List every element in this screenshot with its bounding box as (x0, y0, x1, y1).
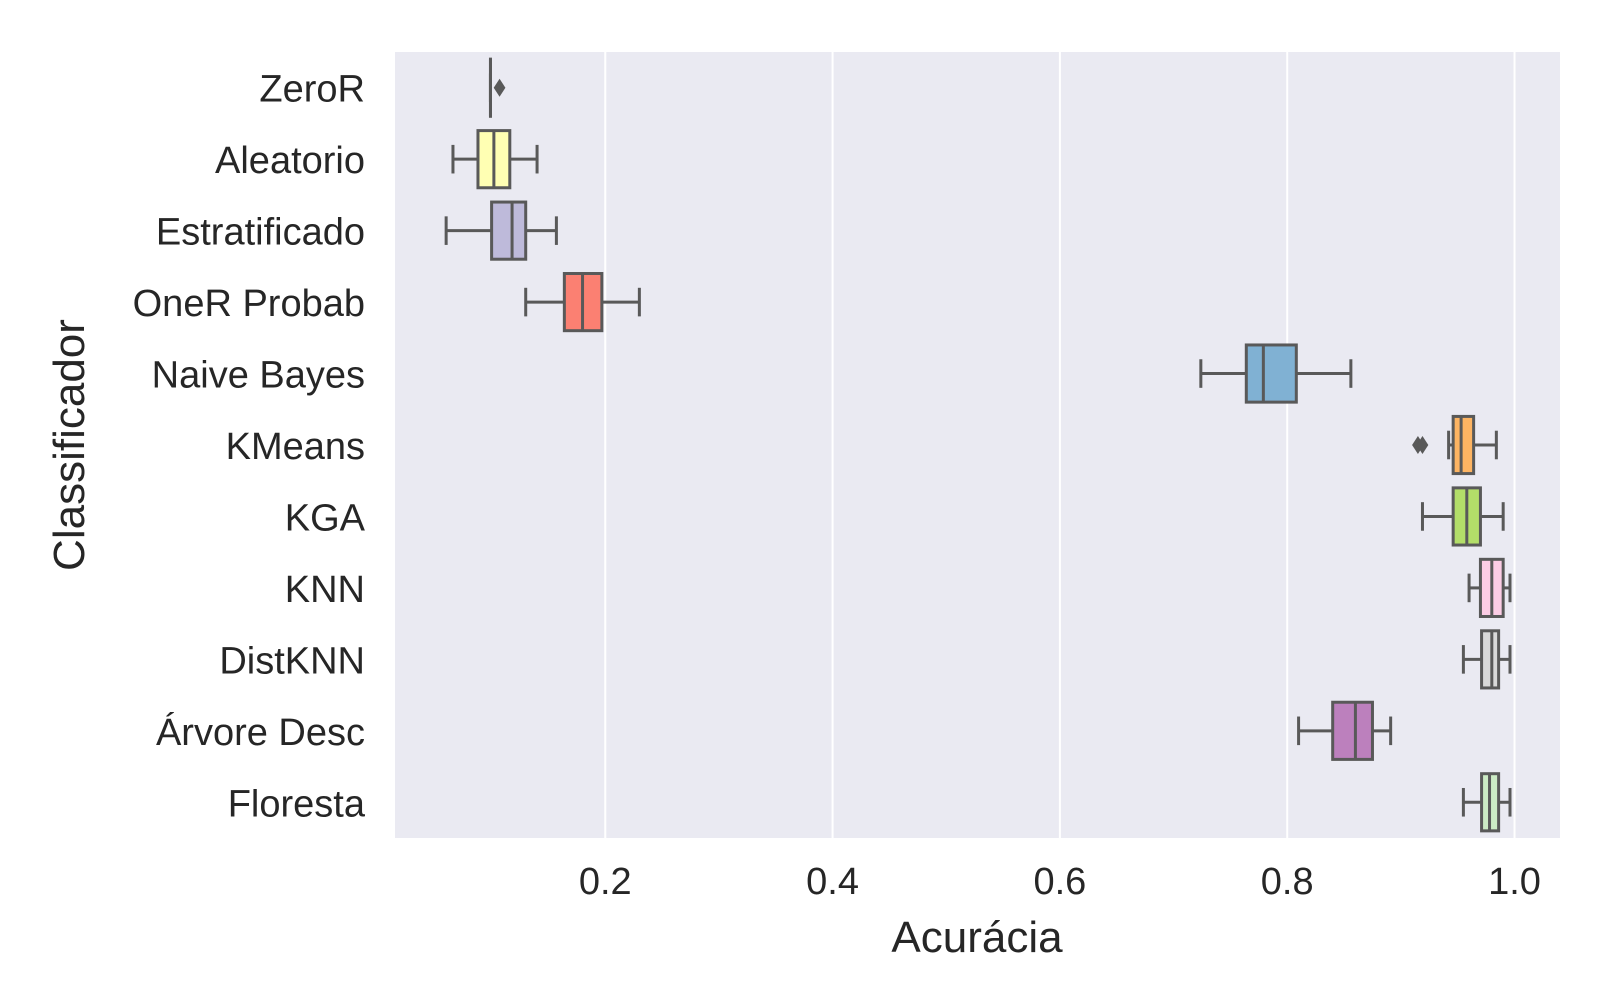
y-tick-label: KMeans (226, 426, 365, 468)
y-tick-label: Árvore Desc (156, 711, 365, 754)
x-tick-labels: 0.2 0.4 0.6 0.8 1.0 (579, 861, 1541, 903)
box-iqr (1331, 700, 1374, 761)
box-1 (451, 129, 539, 190)
plot-background (395, 52, 1560, 838)
y-tick-label: Estratificado (156, 212, 365, 254)
y-axis-label: Classificador (45, 319, 94, 571)
y-tick-label: KGA (285, 497, 366, 539)
y-tick-label: ZeroR (259, 69, 365, 111)
y-tick-label: OneR Probab (133, 283, 365, 325)
box-iqr (1451, 414, 1476, 476)
box-3 (524, 272, 641, 333)
y-tick-label: Naive Bayes (152, 355, 365, 397)
box-iqr (1244, 343, 1298, 404)
box-6 (1420, 486, 1505, 547)
gridlines (604, 52, 1516, 838)
box-8 (1461, 629, 1512, 690)
box-9 (1297, 700, 1393, 761)
box-10 (1461, 772, 1512, 833)
x-tick-label: 0.6 (1033, 861, 1086, 903)
box-7 (1467, 557, 1512, 618)
x-tick-label: 0.8 (1261, 861, 1314, 903)
x-tick-label: 0.2 (579, 861, 632, 903)
y-tick-label: Aleatorio (215, 140, 365, 182)
y-tick-label: Floresta (228, 783, 366, 825)
box-0 (488, 57, 506, 118)
x-axis-label: Acurácia (891, 913, 1063, 962)
y-tick-labels: ZeroR Aleatorio Estratificado OneR Probab Na… (133, 69, 366, 826)
outlier-point (1416, 436, 1429, 454)
y-tick-label: KNN (285, 569, 365, 611)
boxes (444, 57, 1512, 833)
box-2 (444, 200, 558, 261)
x-tick-label: 0.4 (806, 861, 859, 903)
x-tick-label: 1.0 (1488, 861, 1541, 903)
box-iqr (490, 200, 528, 261)
box-5 (1412, 414, 1498, 476)
box-4 (1199, 343, 1353, 404)
y-tick-label: DistKNN (219, 640, 365, 682)
outlier-point (493, 78, 506, 97)
box-iqr (1480, 629, 1501, 690)
